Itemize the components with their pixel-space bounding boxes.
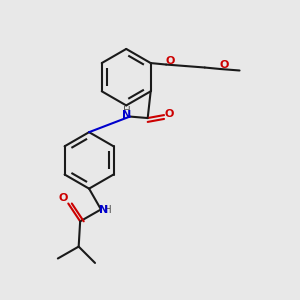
- Text: H: H: [103, 205, 111, 215]
- Text: O: O: [165, 110, 174, 119]
- Text: H: H: [123, 106, 131, 116]
- Text: O: O: [165, 56, 175, 66]
- Text: O: O: [59, 193, 68, 203]
- Text: N: N: [122, 110, 131, 120]
- Text: O: O: [219, 60, 229, 70]
- Text: N: N: [99, 205, 109, 215]
